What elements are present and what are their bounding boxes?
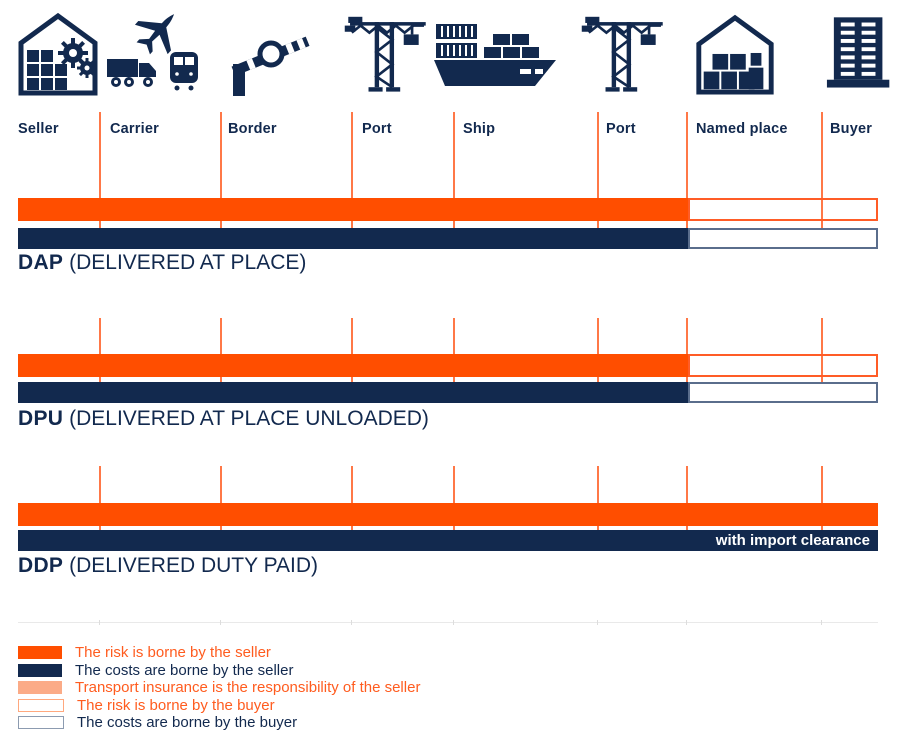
factory-seller-icon [12,6,104,98]
column-divider-line [99,318,101,382]
ruler-tick [597,620,598,625]
ruler-tick [821,620,822,625]
port-crane-icon [580,6,668,98]
legend-item-costs-seller: The costs are borne by the seller [18,662,420,680]
column-divider-line [351,112,353,228]
column-divider-line [351,318,353,382]
legend-item-risk-seller: The risk is borne by the seller [18,644,420,662]
legend-label: The costs are borne by the seller [75,661,294,679]
dap-risk-seller-bar [18,198,688,221]
column-divider-line [821,318,823,382]
dap-cost-seller-bar [18,228,688,249]
ruler-tick [686,620,687,625]
ruler-tick [220,620,221,625]
ddp-import-clearance-note: with import clearance [715,532,870,549]
column-divider-line [821,466,823,530]
legend: The risk is borne by the seller The cost… [18,644,420,732]
ddp-risk-seller-bar [18,503,878,526]
dap-section-title: DAP (DELIVERED AT PLACE) [18,251,306,275]
column-divider-line [821,112,823,228]
gear-small-icon [77,58,97,78]
legend-label: The risk is borne by the seller [75,644,271,661]
column-label-border: Border [228,121,277,137]
column-divider-line [453,112,455,228]
ddp-name: (DELIVERED DUTY PAID) [69,554,319,577]
column-divider-line [220,466,222,530]
dpu-cost-buyer-bar [688,382,878,403]
salmon-swatch [18,681,62,695]
column-divider-line [453,466,455,530]
ruler-tick [99,620,100,625]
dpu-section-title: DPU (DELIVERED AT PLACE UNLOADED) [18,407,429,431]
column-divider-line [99,112,101,228]
column-label-port-dest: Port [606,121,636,137]
column-divider-line [686,112,688,228]
container-ship-icon [432,14,558,92]
solid-orange-swatch [18,646,62,660]
column-divider-line [597,318,599,382]
column-label-seller: Seller [18,121,59,137]
legend-item-transport-insurance: Transport insurance is the responsibilit… [18,679,420,697]
column-label-buyer: Buyer [830,121,873,137]
column-divider-line [686,466,688,530]
legend-label: The risk is borne by the buyer [77,696,275,714]
named-place-warehouse-icon [690,6,780,98]
dpu-risk-buyer-bar [688,354,878,377]
ruler-tick [453,620,454,625]
column-label-carrier: Carrier [110,121,159,137]
ruler-tick [351,620,352,625]
column-divider-line [220,112,222,228]
truck-icon [107,59,156,87]
legend-item-risk-buyer: The risk is borne by the buyer [18,697,420,715]
border-barrier-icon [215,12,315,96]
buyer-building-icon [820,6,898,98]
column-divider-line [686,318,688,382]
column-divider-line [597,466,599,530]
dap-name: (DELIVERED AT PLACE) [69,251,307,274]
airplane-icon [134,14,175,55]
dpu-cost-seller-bar [18,382,688,403]
dpu-name: (DELIVERED AT PLACE UNLOADED) [69,407,429,430]
ddp-section-title: DDP (DELIVERED DUTY PAID) [18,554,318,578]
solid-navy-swatch [18,663,62,677]
dap-cost-buyer-bar [688,228,878,249]
dap-code: DAP [18,251,64,274]
outline-orange-swatch [18,698,64,712]
column-label-ship: Ship [463,121,496,137]
dpu-code: DPU [18,407,64,430]
outline-navy-swatch [18,716,64,730]
column-divider-line [597,112,599,228]
train-icon [170,52,198,91]
ddp-cost-seller-bar: with import clearance [18,530,878,551]
dap-risk-buyer-bar [688,198,878,221]
column-divider-line [351,466,353,530]
column-divider-line [453,318,455,382]
carrier-transport-icon [106,6,206,98]
column-divider-line [220,318,222,382]
dpu-risk-seller-bar [18,354,688,377]
ddp-code: DDP [18,554,64,577]
legend-label: Transport insurance is the responsibilit… [75,679,421,696]
column-label-named-place: Named place [696,121,788,137]
column-label-port-origin: Port [362,121,392,137]
column-divider-line [99,466,101,530]
port-crane-icon [343,6,431,98]
legend-label: The costs are borne by the buyer [77,714,298,731]
gear-icon [58,38,88,68]
legend-item-costs-buyer: The costs are borne by the buyer [18,714,420,732]
faint-ruler-line [18,620,878,625]
